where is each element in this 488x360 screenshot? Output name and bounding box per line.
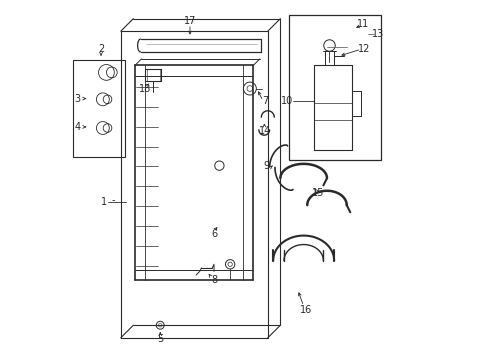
Text: 11: 11 (357, 19, 369, 29)
Text: 16: 16 (300, 305, 312, 315)
Text: 18: 18 (139, 84, 151, 94)
Text: 8: 8 (210, 275, 217, 285)
Text: 12: 12 (358, 44, 370, 54)
Text: 10: 10 (280, 96, 292, 106)
Text: -: - (111, 195, 114, 205)
Text: 5: 5 (157, 333, 163, 343)
Text: 14: 14 (258, 126, 270, 135)
Text: 17: 17 (183, 17, 196, 27)
Text: 3: 3 (75, 94, 81, 104)
Text: 15: 15 (311, 188, 324, 198)
Text: 6: 6 (210, 229, 217, 239)
Text: 13: 13 (371, 29, 383, 39)
Text: 2: 2 (98, 44, 104, 54)
Text: 1: 1 (101, 197, 107, 207)
Text: 7: 7 (262, 96, 268, 106)
Text: 9: 9 (263, 161, 269, 171)
Text: 4: 4 (75, 122, 81, 132)
